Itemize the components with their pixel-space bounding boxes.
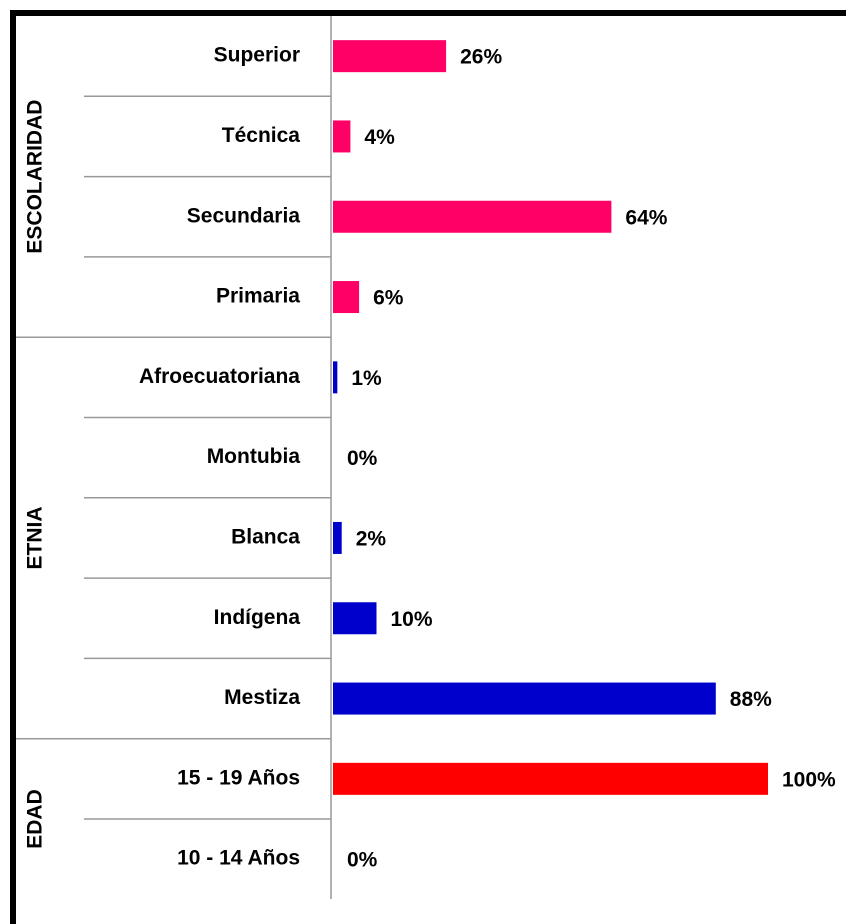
category-label: Blanca <box>231 525 300 548</box>
category-label: Superior <box>214 44 300 67</box>
value-label: 2% <box>356 527 387 550</box>
category-label: Primaria <box>216 285 300 308</box>
bar <box>333 602 377 635</box>
value-label: 4% <box>364 126 395 149</box>
category-label: Secundaria <box>187 204 301 227</box>
group-label: ETNIA <box>24 506 47 569</box>
group-label: EDAD <box>24 789 47 849</box>
value-label: 6% <box>373 287 404 310</box>
value-label: 88% <box>730 688 772 711</box>
bar <box>333 682 716 715</box>
category-label: 15 - 19 Años <box>177 766 300 789</box>
category-label: 10 - 14 Años <box>177 847 300 870</box>
bar <box>333 361 338 394</box>
group-label: ESCOLARIDAD <box>24 100 47 254</box>
bar <box>333 40 447 73</box>
value-label: 10% <box>391 608 433 631</box>
category-label: Afroecuatoriana <box>139 365 300 388</box>
category-label: Montubia <box>207 445 301 468</box>
value-label: 64% <box>625 206 667 229</box>
category-label: Técnica <box>222 124 301 147</box>
bar <box>333 281 360 314</box>
category-label: Mestiza <box>224 686 300 709</box>
value-label: 0% <box>347 447 378 470</box>
value-label: 26% <box>460 46 502 69</box>
bar <box>333 200 612 233</box>
bar <box>333 762 768 795</box>
category-label: Indígena <box>214 606 301 629</box>
bar <box>333 521 342 554</box>
value-label: 1% <box>351 367 382 390</box>
value-label: 100% <box>782 768 836 791</box>
bar <box>333 120 351 153</box>
value-label: 0% <box>347 849 378 872</box>
